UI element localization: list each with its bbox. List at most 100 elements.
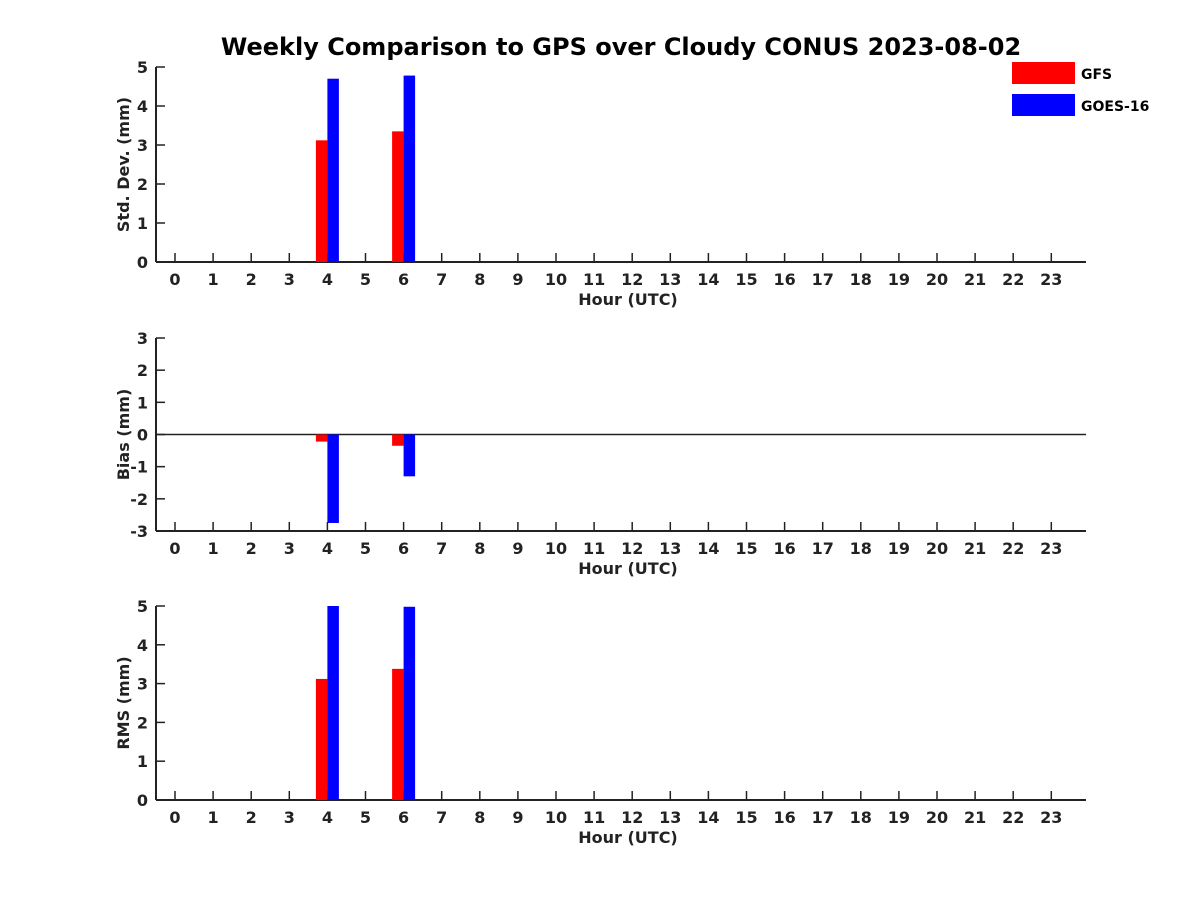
- bias-x-tick-label: 15: [735, 539, 757, 558]
- std-dev-x-tick-label: 8: [474, 270, 485, 289]
- std-dev-x-tick-label: 4: [322, 270, 333, 289]
- bias-y-tick-label: 2: [137, 361, 148, 380]
- std-dev-x-tick-label: 3: [284, 270, 295, 289]
- std-dev-x-tick-label: 16: [773, 270, 795, 289]
- rms-y-axis-label: RMS (mm): [114, 656, 133, 749]
- rms-x-tick-label: 11: [583, 808, 605, 827]
- rms-y-tick-label: 2: [137, 713, 148, 732]
- std-dev-x-tick-label: 23: [1040, 270, 1062, 289]
- bias-y-tick-label: 3: [137, 329, 148, 348]
- bias-x-tick-label: 1: [208, 539, 219, 558]
- std-dev-x-tick-label: 11: [583, 270, 605, 289]
- std-dev-x-tick-label: 6: [398, 270, 409, 289]
- rms-bar-gfs-4: [315, 678, 328, 800]
- rms-x-tick-label: 21: [964, 808, 986, 827]
- std-dev-y-tick-label: 4: [137, 97, 148, 116]
- rms-x-tick-label: 3: [284, 808, 295, 827]
- rms-x-tick-label: 4: [322, 808, 333, 827]
- rms-x-tick-label: 13: [659, 808, 681, 827]
- bias-x-tick-label: 3: [284, 539, 295, 558]
- bias-x-tick-label: 17: [812, 539, 834, 558]
- rms-x-tick-label: 17: [812, 808, 834, 827]
- std-dev-x-tick-label: 12: [621, 270, 643, 289]
- bias-y-axis-label: Bias (mm): [114, 389, 133, 481]
- std-dev-x-tick-label: 19: [888, 270, 910, 289]
- legend-swatch-goes-16: [1012, 94, 1075, 116]
- std-dev-x-tick-label: 15: [735, 270, 757, 289]
- bias-bar-gfs-6: [392, 434, 404, 446]
- std-dev-y-tick-label: 1: [137, 214, 148, 233]
- std-dev-bar-goes-16-6: [403, 75, 416, 262]
- bias-x-tick-label: 6: [398, 539, 409, 558]
- bias-x-tick-label: 10: [545, 539, 567, 558]
- rms-x-tick-label: 10: [545, 808, 567, 827]
- std-dev-x-tick-label: 10: [545, 270, 567, 289]
- legend: GFS GOES-16: [1012, 62, 1149, 116]
- std-dev-x-tick-label: 21: [964, 270, 986, 289]
- bias-x-tick-label: 8: [474, 539, 485, 558]
- std-dev-x-tick-label: 18: [850, 270, 872, 289]
- bias-y-tick-label: 0: [137, 426, 148, 445]
- bias-x-axis-label: Hour (UTC): [578, 559, 678, 578]
- bias-x-tick-label: 7: [436, 539, 447, 558]
- std-dev-x-tick-label: 14: [697, 270, 719, 289]
- std-dev-x-tick-label: 20: [926, 270, 948, 289]
- rms-x-tick-label: 0: [169, 808, 180, 827]
- std-dev-bar-goes-16-4: [327, 78, 339, 262]
- bias-x-tick-label: 14: [697, 539, 719, 558]
- rms-x-tick-label: 9: [512, 808, 523, 827]
- rms-y-tick-label: 5: [137, 597, 148, 616]
- bias-x-tick-label: 11: [583, 539, 605, 558]
- figure-title: Weekly Comparison to GPS over Cloudy CON…: [221, 33, 1021, 61]
- rms-x-tick-label: 1: [208, 808, 219, 827]
- bias-bar-gfs-4: [315, 434, 328, 442]
- rms-x-tick-label: 23: [1040, 808, 1062, 827]
- bias-x-tick-label: 0: [169, 539, 180, 558]
- rms-x-tick-label: 16: [773, 808, 795, 827]
- std-dev-y-tick-label: 3: [137, 136, 148, 155]
- legend-swatch-gfs: [1012, 62, 1075, 84]
- bias-x-tick-label: 22: [1002, 539, 1024, 558]
- rms-x-tick-label: 19: [888, 808, 910, 827]
- bias-y-tick-label: -1: [130, 458, 148, 477]
- std-dev-x-tick-label: 7: [436, 270, 447, 289]
- bias-x-tick-label: 12: [621, 539, 643, 558]
- bias-y-tick-label: -3: [130, 522, 148, 541]
- bias-x-tick-label: 5: [360, 539, 371, 558]
- bias-x-tick-label: 20: [926, 539, 948, 558]
- bias-x-tick-label: 21: [964, 539, 986, 558]
- bias-y-tick-label: -2: [130, 490, 148, 509]
- bias-x-tick-label: 23: [1040, 539, 1062, 558]
- rms-x-tick-label: 6: [398, 808, 409, 827]
- std-dev-x-tick-label: 17: [812, 270, 834, 289]
- std-dev-x-tick-label: 5: [360, 270, 371, 289]
- rms-x-tick-label: 15: [735, 808, 757, 827]
- bias-x-tick-label: 9: [512, 539, 523, 558]
- std-dev-y-tick-label: 5: [137, 58, 148, 77]
- bias-bar-goes-16-6: [403, 434, 416, 477]
- std-dev-y-axis-label: Std. Dev. (mm): [114, 97, 133, 232]
- std-dev-x-tick-label: 9: [512, 270, 523, 289]
- legend-label-gfs: GFS: [1081, 67, 1112, 83]
- rms-y-tick-label: 1: [137, 752, 148, 771]
- rms-x-tick-label: 14: [697, 808, 719, 827]
- rms-bar-goes-16-4: [327, 606, 339, 800]
- bias-x-tick-label: 2: [246, 539, 257, 558]
- std-dev-x-tick-label: 13: [659, 270, 681, 289]
- rms-x-tick-label: 5: [360, 808, 371, 827]
- rms-x-axis-label: Hour (UTC): [578, 828, 678, 847]
- rms-bar-goes-16-6: [403, 606, 416, 800]
- rms-x-tick-label: 20: [926, 808, 948, 827]
- rms-y-tick-label: 0: [137, 791, 148, 810]
- rms-x-tick-label: 7: [436, 808, 447, 827]
- rms-y-tick-label: 3: [137, 675, 148, 694]
- bias-y-tick-label: 1: [137, 393, 148, 412]
- std-dev-x-axis-label: Hour (UTC): [578, 290, 678, 309]
- legend-label-goes-16: GOES-16: [1081, 99, 1149, 115]
- bias-bar-goes-16-4: [327, 434, 339, 523]
- std-dev-y-tick-label: 2: [137, 175, 148, 194]
- bias-x-tick-label: 18: [850, 539, 872, 558]
